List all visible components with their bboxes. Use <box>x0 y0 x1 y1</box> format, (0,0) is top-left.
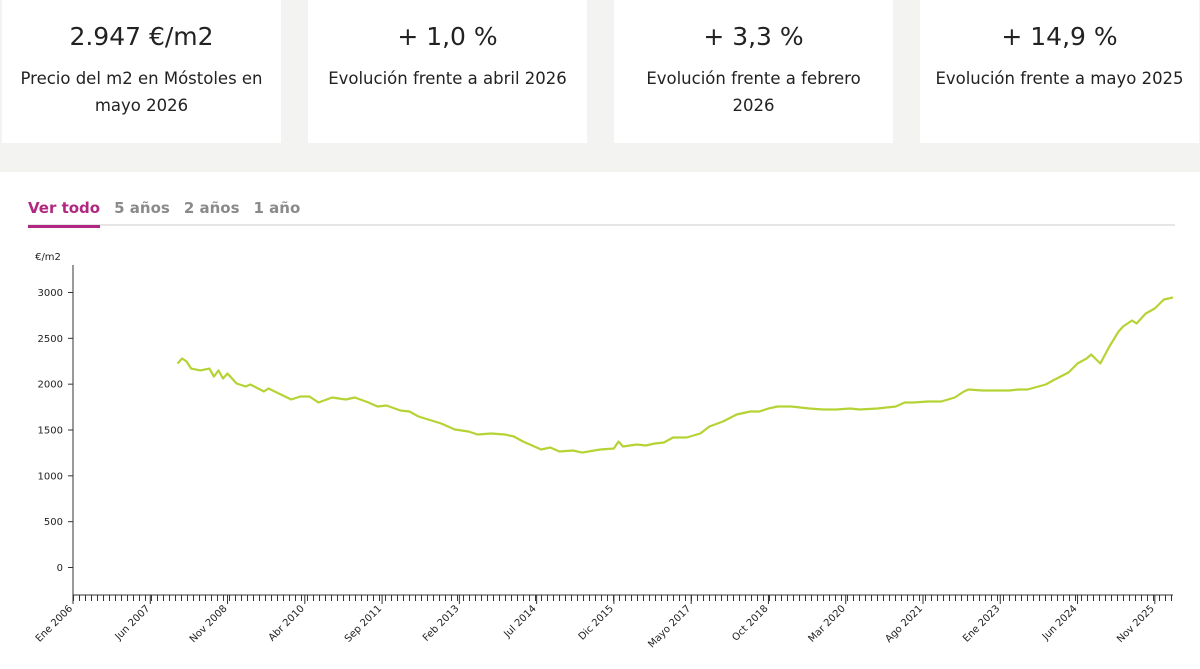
chart-panel: Ver todo 5 años 2 años 1 año €/m2 0 500 1000 1… <box>0 172 1200 669</box>
x-tick-label: Mar 2020 <box>806 603 847 644</box>
card: + 3,3 % Evolución frente a febrero 2026 <box>614 0 893 143</box>
x-tick-label: Ago 2021 <box>883 603 925 645</box>
x-tick-label: Dic 2015 <box>577 603 616 642</box>
y-tick-label: 3000 <box>38 288 63 299</box>
tab[interactable]: 2 años <box>183 199 240 217</box>
card-value: + 3,3 % <box>703 22 804 51</box>
y-tick-label: 2500 <box>38 334 63 345</box>
tab[interactable]: 1 año <box>253 199 301 217</box>
card-label: Precio del m2 en Móstoles en mayo 2026 <box>20 69 263 115</box>
x-tick-label: Ene 2023 <box>961 603 1002 644</box>
x-tick-label: Sep 2011 <box>343 603 384 644</box>
y-tick-label: 2000 <box>38 380 63 391</box>
card-value: + 1,0 % <box>397 22 498 51</box>
card-value: + 14,9 % <box>1001 22 1118 51</box>
card: 2.947 €/m2 Precio del m2 en Móstoles en m… <box>2 0 281 143</box>
tabs: Ver todo 5 años 2 años 1 año <box>28 198 1175 228</box>
y-tick-label: 500 <box>44 517 63 528</box>
x-tick-label: Mayo 2017 <box>646 603 693 650</box>
y-tick-label: 1500 <box>38 426 63 437</box>
y-tick-label: 0 <box>57 563 63 574</box>
card-value: 2.947 €/m2 <box>69 22 214 51</box>
x-tick-label: Jun 2007 <box>113 603 153 643</box>
x-tick-label: Ene 2006 <box>34 603 75 644</box>
y-axis-label: €/m2 <box>35 252 61 263</box>
minor-ticks <box>73 595 1173 601</box>
price-line <box>176 296 1174 454</box>
x-tick-label: Feb 2013 <box>421 603 462 644</box>
tab[interactable]: Ver todo <box>28 199 101 228</box>
tab[interactable]: 5 años <box>114 199 170 217</box>
card: + 14,9 % Evolución frente a mayo 2025 <box>920 0 1199 143</box>
x-tick-label: Nov 2025 <box>1115 603 1157 645</box>
x-tick-label: Jul 2014 <box>501 603 538 640</box>
y-tick-label: 1000 <box>38 471 63 482</box>
x-tick-label: Oct 2018 <box>730 603 770 643</box>
card-label: Evolución frente a mayo 2025 <box>935 69 1184 88</box>
x-tick-label: Jun 2024 <box>1040 603 1080 643</box>
card: + 1,0 % Evolución frente a abril 2026 <box>308 0 587 143</box>
chart: €/m2 0 500 1000 1500 2000 2500 3000 Ene 2006 Jun… <box>34 252 1174 650</box>
x-tick-label: Abr 2010 <box>267 603 307 643</box>
card-label: Evolución frente a abril 2026 <box>328 69 567 88</box>
x-tick-label: Nov 2008 <box>188 603 230 645</box>
card-label: Evolución frente a febrero 2026 <box>646 69 861 115</box>
